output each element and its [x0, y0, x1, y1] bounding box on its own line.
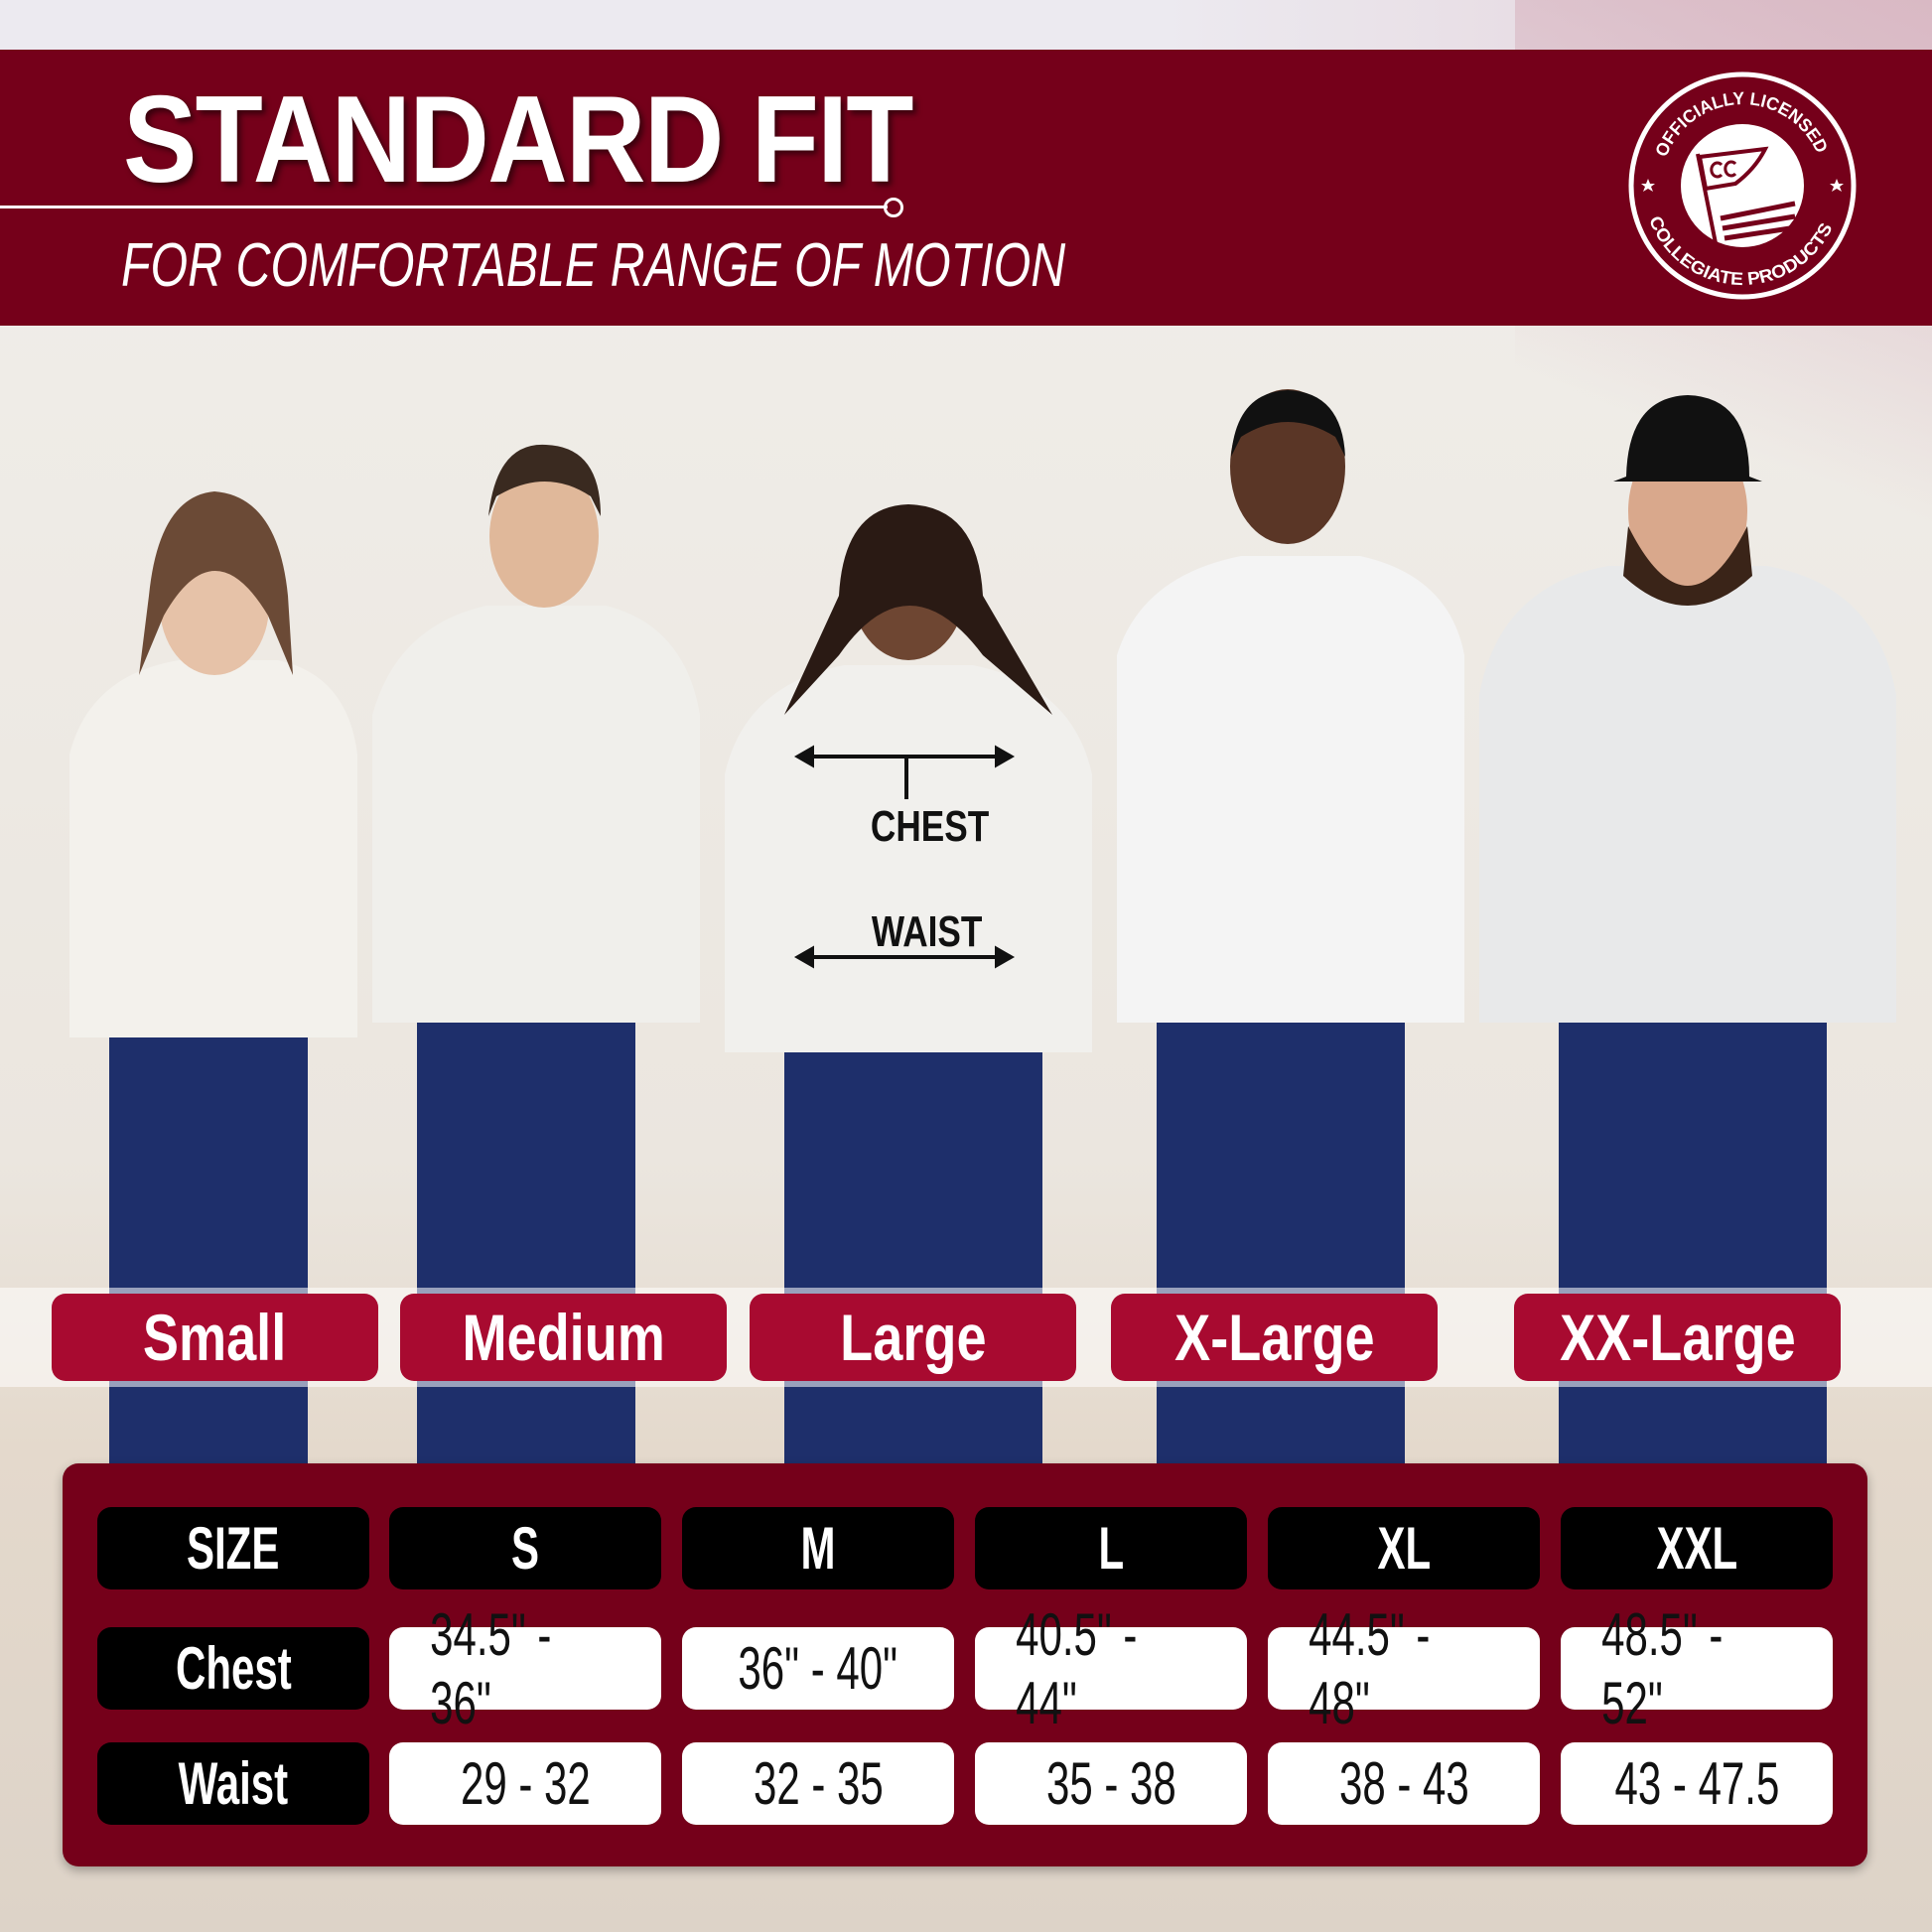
model-x-large: [1117, 389, 1464, 1469]
divider-dot: [884, 198, 903, 217]
chest-label: CHEST: [870, 802, 990, 851]
cell-text: XXL: [1656, 1515, 1737, 1582]
waist-label: WAIST: [871, 907, 983, 956]
cell-text: S: [510, 1515, 540, 1582]
table-value-cell: 40.5" - 44": [975, 1601, 1247, 1736]
chest-arrow: [793, 745, 1016, 969]
table-value-cell: 43 - 47.5: [1561, 1742, 1833, 1825]
cell-text: 44.5" - 48": [1309, 1600, 1431, 1736]
models-photo: [69, 389, 1896, 1469]
cell-text: 32 - 35: [753, 1750, 884, 1817]
cell-text: 43 - 47.5: [1614, 1750, 1779, 1817]
table-value-cell: 29 - 32: [389, 1742, 661, 1825]
cell-text: 48.5" - 52": [1601, 1600, 1724, 1736]
star-icon: [1641, 179, 1655, 192]
flag-cc-mark: [1710, 160, 1737, 179]
size-label-large: Large: [750, 1294, 1076, 1381]
table-header-cell: XL: [1268, 1507, 1540, 1589]
table-value-cell: 44.5" - 48": [1268, 1601, 1540, 1736]
table-header-cell: XXL: [1561, 1507, 1833, 1589]
table-value-cell: 36" - 40": [682, 1627, 954, 1710]
model-small: [69, 491, 357, 1469]
title-divider: [0, 206, 888, 208]
cell-text: L: [1098, 1515, 1124, 1582]
table-header-cell: M: [682, 1507, 954, 1589]
cell-text: SIZE: [187, 1515, 280, 1582]
cell-text: 36" - 40": [738, 1635, 898, 1702]
table-header-size: SIZE: [97, 1507, 369, 1589]
star-icon: [1830, 179, 1844, 192]
table-value-cell: 38 - 43: [1268, 1742, 1540, 1825]
cell-text: 29 - 32: [460, 1750, 591, 1817]
cell-text: XL: [1377, 1515, 1431, 1582]
table-value-cell: 32 - 35: [682, 1742, 954, 1825]
cell-text: Chest: [175, 1635, 292, 1702]
table-value-cell: 35 - 38: [975, 1742, 1247, 1825]
table-row-label: Chest: [97, 1627, 369, 1710]
cell-text: M: [800, 1515, 836, 1582]
cell-text: Waist: [178, 1750, 289, 1817]
cell-text: 40.5" - 44": [1016, 1600, 1138, 1736]
table-header-cell: S: [389, 1507, 661, 1589]
table-value-cell: 48.5" - 52": [1561, 1601, 1833, 1736]
size-label-x-large: X-Large: [1111, 1294, 1438, 1381]
size-label-medium: Medium: [400, 1294, 727, 1381]
page-title: STANDARD FIT: [123, 71, 913, 208]
table-header-cell: L: [975, 1507, 1247, 1589]
officially-licensed-seal-logo: OFFICIALLY LICENSED COLLEGIATE PRODUCTS: [1628, 71, 1857, 300]
model-medium: [372, 444, 700, 1469]
cell-text: 34.5" - 36": [430, 1600, 552, 1736]
size-label-xx-large: XX-Large: [1514, 1294, 1841, 1381]
cell-text: 38 - 43: [1338, 1750, 1469, 1817]
size-label-small: Small: [52, 1294, 378, 1381]
cell-text: 35 - 38: [1045, 1750, 1176, 1817]
header-banner: [0, 50, 1932, 326]
page-subtitle: FOR COMFORTABLE RANGE OF MOTION: [121, 231, 1066, 300]
model-xx-large: [1479, 395, 1896, 1469]
table-row-label: Waist: [97, 1742, 369, 1825]
table-value-cell: 34.5" - 36": [389, 1601, 661, 1736]
